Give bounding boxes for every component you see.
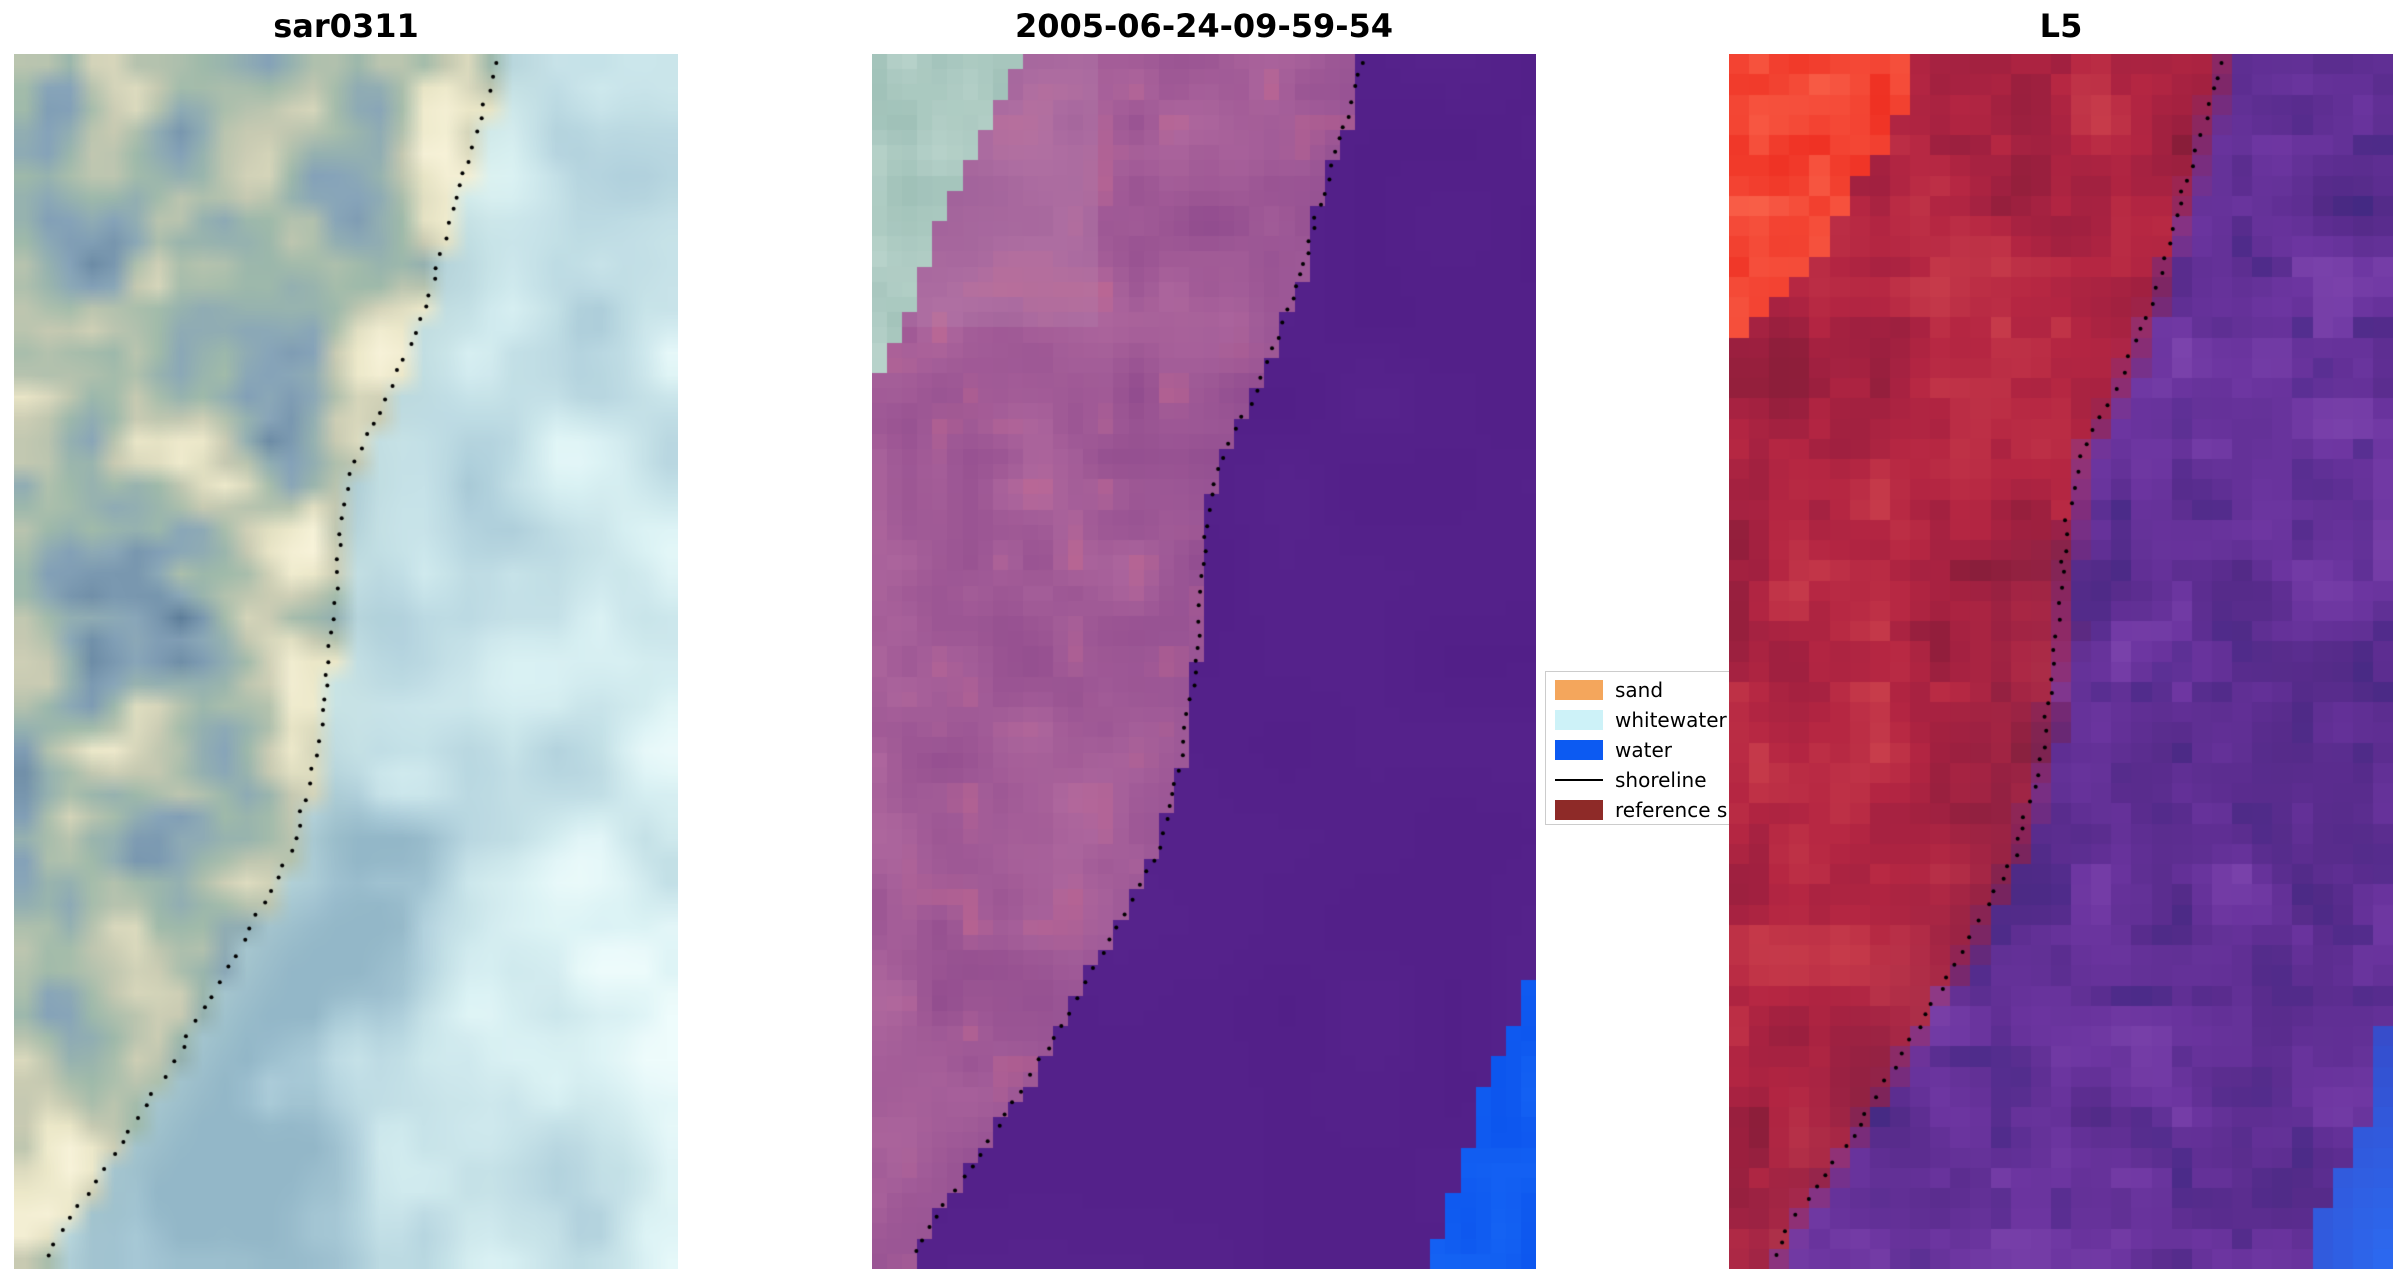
legend-item-shoreline: shoreline <box>1555 765 1730 795</box>
whitewater-swatch <box>1555 710 1603 730</box>
legend-item-whitewater: whitewater <box>1555 705 1730 735</box>
panel-title-sar0311: sar0311 <box>273 7 419 45</box>
legend-label-sand: sand <box>1615 678 1664 702</box>
sand-swatch <box>1555 680 1603 700</box>
l5-image-canvas <box>1729 54 2393 1269</box>
legend-label-water: water <box>1615 738 1672 762</box>
panel-title-l5: L5 <box>2039 7 2083 45</box>
classified-image-canvas <box>872 54 1536 1269</box>
shoreline-line-swatch <box>1555 770 1603 790</box>
sar-image-canvas <box>14 54 678 1269</box>
legend-label-shoreline: shoreline <box>1615 768 1707 792</box>
legend-label-whitewater: whitewater <box>1615 708 1727 732</box>
panel-title-timestamp: 2005-06-24-09-59-54 <box>1014 7 1394 45</box>
legend-label-reference-shoreline: reference s <box>1615 798 1728 822</box>
legend: sand whitewater water shoreline referenc… <box>1545 671 1730 825</box>
reference-shoreline-swatch <box>1555 800 1603 820</box>
legend-item-sand: sand <box>1555 675 1730 705</box>
legend-item-reference-shoreline: reference s <box>1555 795 1730 824</box>
legend-item-water: water <box>1555 735 1730 765</box>
water-swatch <box>1555 740 1603 760</box>
